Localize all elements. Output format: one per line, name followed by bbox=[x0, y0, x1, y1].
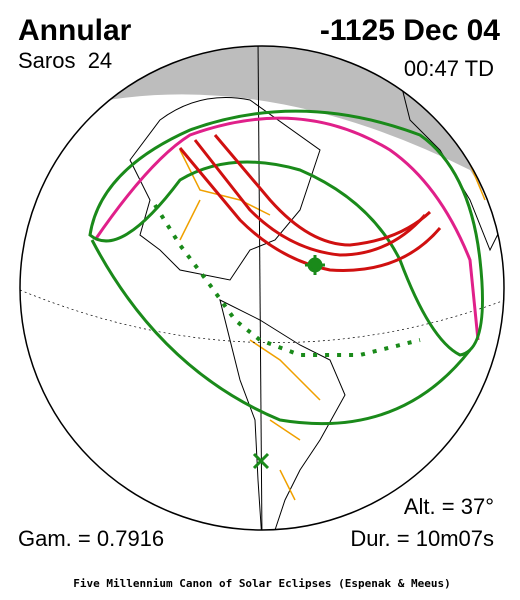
meridian bbox=[257, 46, 263, 530]
globe bbox=[20, 46, 504, 530]
greatest-eclipse-marker bbox=[305, 255, 325, 275]
path-north bbox=[193, 139, 427, 257]
credit: Five Millennium Canon of Solar Eclipses … bbox=[73, 577, 451, 590]
subsolar-marker bbox=[252, 452, 270, 470]
saros: Saros 24 bbox=[18, 48, 112, 73]
north-america bbox=[129, 97, 321, 281]
southern-limit bbox=[90, 239, 472, 426]
altitude: Alt. = 37° bbox=[404, 494, 494, 519]
south-america bbox=[219, 299, 346, 530]
path-center bbox=[213, 134, 432, 247]
eclipse-date: -1125 Dec 04 bbox=[320, 14, 500, 47]
eclipse-type: Annular bbox=[18, 14, 132, 47]
time: 00:47 TD bbox=[404, 56, 494, 81]
greatest-duration-track bbox=[153, 203, 421, 357]
penumbra-limit bbox=[93, 116, 480, 341]
duration: Dur. = 10m07s bbox=[350, 526, 494, 551]
gamma: Gam. = 0.7916 bbox=[18, 526, 164, 551]
globe-outline bbox=[19, 45, 505, 531]
equator bbox=[20, 289, 504, 343]
path-south bbox=[178, 147, 442, 272]
